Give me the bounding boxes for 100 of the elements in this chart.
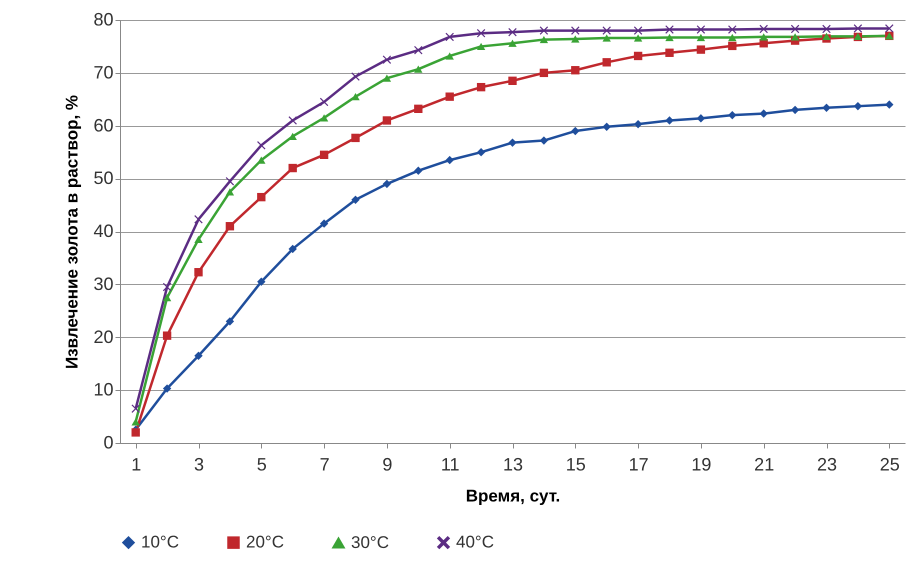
point bbox=[476, 148, 486, 156]
point bbox=[194, 352, 203, 360]
point bbox=[602, 34, 611, 42]
point bbox=[508, 138, 517, 147]
point bbox=[226, 317, 234, 326]
point bbox=[320, 150, 328, 160]
legend-label: 10°C bbox=[141, 532, 179, 552]
point bbox=[696, 34, 706, 42]
point bbox=[382, 180, 392, 188]
point bbox=[132, 418, 140, 426]
point bbox=[132, 404, 140, 413]
point bbox=[571, 126, 580, 136]
legend-label: 30°C bbox=[351, 532, 389, 552]
x-tick-label: 23 bbox=[816, 454, 838, 474]
point bbox=[696, 25, 706, 34]
x-tick-label: 13 bbox=[502, 454, 524, 474]
x-tick-label: 21 bbox=[754, 454, 774, 474]
point bbox=[665, 25, 674, 34]
point bbox=[602, 122, 611, 131]
point bbox=[288, 244, 297, 254]
point bbox=[320, 114, 328, 122]
x-tick-label: 3 bbox=[194, 454, 204, 474]
point bbox=[476, 42, 486, 50]
point bbox=[194, 215, 203, 224]
y-tick-label: 50 bbox=[93, 168, 114, 188]
point bbox=[540, 136, 548, 145]
legend-label: 40°C bbox=[456, 532, 494, 552]
point bbox=[476, 82, 486, 92]
point bbox=[790, 24, 800, 34]
point bbox=[790, 106, 800, 114]
x-tick-label: 17 bbox=[628, 454, 649, 474]
point bbox=[665, 116, 674, 125]
point bbox=[854, 24, 862, 33]
point bbox=[414, 166, 422, 175]
x-tick-label: 19 bbox=[691, 454, 712, 474]
point bbox=[257, 156, 266, 164]
point bbox=[446, 32, 454, 42]
point bbox=[540, 36, 548, 44]
x-tick-label: 11 bbox=[440, 454, 460, 474]
y-tick-label: 10 bbox=[93, 380, 114, 400]
point bbox=[885, 100, 894, 109]
y-tick-label: 40 bbox=[93, 221, 114, 241]
point bbox=[414, 66, 422, 73]
y-tick-label: 30 bbox=[93, 274, 114, 294]
point bbox=[634, 52, 642, 60]
point bbox=[634, 34, 642, 42]
x-tick-label: 7 bbox=[320, 454, 330, 474]
point bbox=[162, 282, 172, 292]
x-tick-label: 15 bbox=[566, 454, 586, 474]
point bbox=[382, 74, 392, 82]
y-tick-label: 70 bbox=[93, 62, 114, 82]
point bbox=[162, 294, 172, 302]
point bbox=[162, 384, 172, 393]
point bbox=[414, 104, 422, 114]
point bbox=[257, 192, 266, 202]
point bbox=[508, 40, 517, 47]
point bbox=[446, 156, 454, 164]
point bbox=[571, 26, 580, 35]
point bbox=[351, 196, 360, 204]
point bbox=[446, 52, 454, 60]
x-tick-label: 5 bbox=[256, 454, 267, 474]
point bbox=[760, 33, 768, 41]
point bbox=[760, 24, 768, 34]
point bbox=[257, 141, 266, 150]
point bbox=[634, 120, 642, 128]
point bbox=[288, 116, 297, 125]
point bbox=[226, 188, 234, 196]
point bbox=[476, 29, 486, 38]
point bbox=[728, 110, 736, 120]
point bbox=[665, 34, 674, 42]
y-tick-label: 20 bbox=[93, 326, 114, 347]
point bbox=[351, 134, 360, 142]
point bbox=[854, 102, 862, 110]
point bbox=[540, 68, 548, 78]
legend-label: 20°C bbox=[246, 532, 284, 552]
point bbox=[351, 93, 360, 100]
point bbox=[320, 98, 328, 106]
point bbox=[288, 164, 297, 172]
point bbox=[382, 116, 392, 125]
x-axis-title: Время, сут. bbox=[466, 486, 560, 506]
point bbox=[571, 66, 580, 74]
point bbox=[602, 58, 611, 66]
point bbox=[760, 109, 768, 118]
point bbox=[508, 76, 517, 85]
point bbox=[257, 278, 266, 286]
point bbox=[351, 72, 360, 81]
y-tick-label: 0 bbox=[103, 432, 114, 452]
x-tick-label: 9 bbox=[382, 454, 392, 474]
point bbox=[446, 92, 454, 101]
point bbox=[822, 32, 831, 40]
y-axis-title: Извлечение золота в раствор, % bbox=[62, 94, 82, 370]
point bbox=[728, 42, 736, 50]
point bbox=[602, 26, 611, 35]
y-tick-label: 80 bbox=[93, 10, 114, 30]
point bbox=[540, 26, 548, 35]
x-tick-label: 1 bbox=[131, 454, 142, 474]
point bbox=[728, 25, 736, 34]
point bbox=[696, 114, 706, 123]
point bbox=[665, 48, 674, 57]
point bbox=[571, 35, 580, 43]
